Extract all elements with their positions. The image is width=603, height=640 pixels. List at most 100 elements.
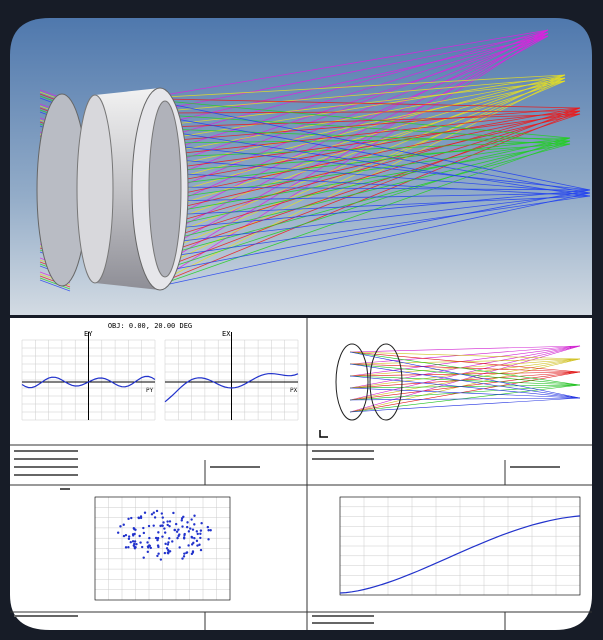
ray: [164, 189, 591, 230]
analysis-sheet: [10, 318, 592, 630]
render-3d: [10, 18, 592, 315]
ray: [164, 102, 591, 191]
ray: [164, 195, 591, 258]
spot-dot: [119, 525, 122, 528]
ray: [164, 77, 566, 154]
fan-pupil-label: PY: [146, 387, 154, 394]
spot-dot: [133, 542, 136, 546]
spot-dot: [190, 518, 193, 521]
ray: [164, 137, 571, 186]
spot-dot: [172, 511, 175, 515]
spot-dot: [163, 551, 167, 555]
layout-axes: [319, 430, 328, 438]
spot-dot: [161, 535, 164, 538]
spot-dot: [160, 512, 164, 515]
spot-dot: [127, 537, 131, 541]
ray: [164, 35, 549, 208]
spot-dot: [185, 525, 189, 529]
spot-dot: [156, 544, 160, 547]
spot-dot: [155, 509, 159, 513]
spot-dot: [167, 541, 170, 544]
ray: [164, 140, 571, 200]
energy-curve: [339, 515, 581, 594]
header-text-line: [312, 458, 374, 460]
ray: [164, 74, 566, 140]
ray: [164, 74, 566, 98]
layout-ray: [349, 363, 581, 399]
ray: [164, 143, 571, 214]
spot-dot: [199, 532, 202, 535]
ray: [164, 98, 581, 109]
layout-ray: [349, 358, 581, 401]
spot-dot: [166, 543, 170, 546]
spot-dot: [191, 551, 195, 554]
spot-dot: [177, 534, 180, 538]
spot-dot: [182, 536, 186, 539]
layout-ray: [349, 345, 581, 401]
ray: [164, 114, 571, 142]
ray: [39, 277, 71, 290]
spot-frame: [94, 496, 231, 601]
spot-dot: [124, 546, 128, 549]
header-text-line: [210, 466, 260, 468]
spot-dot: [173, 528, 176, 532]
layout-lens: [335, 343, 369, 421]
spot-dot: [185, 551, 189, 554]
spot-dot: [187, 544, 190, 547]
spot-dot: [131, 540, 135, 543]
ray: [164, 100, 571, 139]
spot-dot: [168, 537, 171, 540]
fan-curve: [21, 375, 156, 389]
spot-dot: [159, 524, 162, 528]
ray: [164, 137, 571, 144]
spot-dot: [206, 525, 210, 529]
spot-dot: [137, 516, 141, 520]
spot-dot: [199, 548, 203, 552]
layout-ray: [349, 358, 581, 413]
spot-dot: [142, 526, 145, 530]
layout-ray: [349, 384, 581, 413]
layout-lens: [369, 343, 403, 421]
spot-dot: [181, 557, 184, 560]
ray: [164, 110, 581, 156]
ray: [164, 158, 591, 194]
ray: [164, 130, 591, 197]
spot-dot: [157, 552, 160, 555]
spot-dot: [146, 550, 150, 554]
spot-dot: [193, 514, 196, 517]
layout-ray: [349, 351, 581, 373]
ray: [164, 113, 581, 170]
layout-ray: [349, 371, 581, 413]
spot-dot: [168, 520, 172, 523]
spot-dot: [175, 530, 179, 533]
spot-dot: [199, 529, 203, 532]
spot-dot: [148, 536, 151, 540]
spot-dot: [193, 537, 196, 540]
header-text-line: [14, 458, 78, 460]
spot-dot: [196, 532, 199, 536]
spot-dot: [147, 524, 151, 528]
spot-dot: [180, 519, 183, 522]
ray: [164, 140, 571, 284]
spot-dot: [182, 515, 185, 519]
spot-dot: [127, 535, 131, 538]
barrel-inner: [148, 100, 182, 278]
spot-dot: [182, 555, 186, 558]
spot-dot: [162, 521, 165, 524]
spot-dot: [156, 554, 159, 558]
ray: [164, 116, 591, 194]
spot-dot: [163, 527, 166, 530]
spot-dot: [127, 546, 130, 549]
fan-axis-label: EX: [222, 330, 231, 338]
spot-dot: [133, 532, 136, 536]
layout-ray: [349, 351, 581, 360]
spot-dot: [207, 538, 210, 541]
ray: [164, 107, 581, 226]
spot-dot: [149, 546, 152, 550]
ray: [164, 140, 571, 242]
spot-dot: [138, 534, 141, 538]
barrel-ring: [76, 94, 114, 284]
spot-dot: [189, 527, 192, 530]
fan-title: OBJ: 0.00, 20.00 DEG: [108, 322, 192, 330]
spot-dot: [181, 525, 184, 528]
